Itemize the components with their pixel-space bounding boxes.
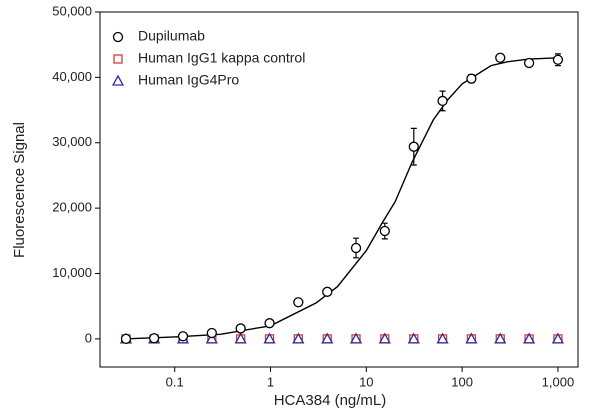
x-tick-label: 10: [359, 374, 373, 389]
y-tick-label: 20,000: [52, 200, 92, 215]
legend-marker: [112, 31, 124, 43]
point: [264, 318, 275, 329]
point: [205, 332, 218, 344]
point: [437, 95, 448, 107]
point: [322, 286, 333, 297]
y-tick-label: 10,000: [52, 265, 92, 280]
point: [494, 332, 507, 344]
point: [523, 57, 535, 69]
y-tick-label: 40,000: [52, 69, 92, 84]
y-tick-label: 0: [85, 330, 92, 345]
point: [551, 332, 565, 344]
point: [465, 332, 478, 344]
x-axis-label: HCA384 (ng/mL): [274, 392, 387, 409]
y-tick-label: 50,000: [52, 3, 92, 18]
y-tick-label: 30,000: [52, 134, 92, 149]
y-axis-label: Fluorescence Signal: [11, 122, 28, 258]
point: [552, 54, 564, 65]
point: [321, 332, 334, 344]
point: [349, 332, 363, 344]
point: [522, 332, 536, 344]
x-tick-label: 0.1: [166, 374, 184, 389]
point: [148, 333, 160, 344]
point: [379, 225, 390, 237]
fit-curve: [124, 57, 558, 340]
point: [495, 52, 506, 63]
legend-label: Human IgG4Pro: [138, 72, 239, 88]
point: [292, 332, 305, 344]
plot-frame: [99, 11, 579, 368]
x-tick-label: 100: [451, 374, 473, 389]
point: [407, 332, 420, 344]
point: [177, 331, 189, 342]
x-tick-label: 1,000: [542, 374, 575, 389]
point: [466, 73, 477, 84]
point: [206, 327, 217, 339]
legend-marker: [113, 54, 123, 64]
legend-label: Dupilumab: [138, 28, 205, 44]
point: [378, 332, 391, 344]
point: [263, 332, 276, 344]
point: [436, 332, 449, 344]
x-tick-label: 1: [267, 374, 274, 389]
point: [350, 242, 362, 254]
point: [120, 333, 132, 345]
point: [235, 323, 246, 334]
point: [234, 332, 247, 344]
point: [293, 297, 304, 308]
legend-label: Human IgG1 kappa control: [138, 50, 305, 66]
legend-marker: [111, 74, 125, 86]
point: [408, 141, 419, 152]
